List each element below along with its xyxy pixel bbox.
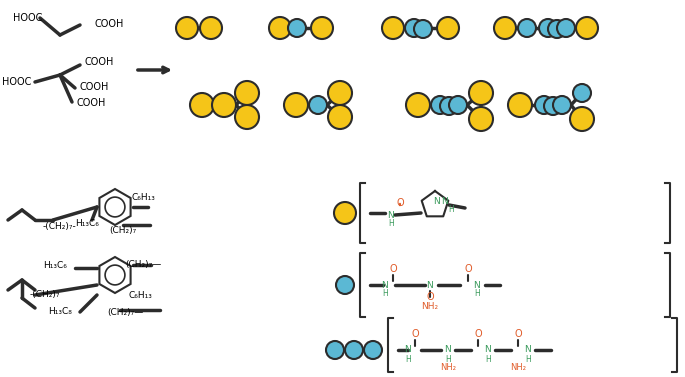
Text: H: H [382, 290, 388, 299]
Circle shape [190, 93, 214, 117]
Circle shape [334, 202, 356, 224]
Circle shape [406, 93, 430, 117]
Text: NH₂: NH₂ [440, 363, 456, 372]
Text: -(CH₂)₇-: -(CH₂)₇- [43, 222, 77, 231]
Circle shape [437, 17, 459, 39]
Text: HOOC: HOOC [13, 13, 42, 23]
Circle shape [557, 19, 575, 37]
Circle shape [553, 96, 571, 114]
Circle shape [535, 96, 553, 114]
Text: COOH: COOH [77, 98, 106, 108]
Circle shape [336, 276, 354, 294]
Text: H: H [485, 354, 491, 363]
Circle shape [328, 105, 352, 129]
Text: COOH: COOH [95, 19, 125, 29]
Text: O: O [474, 329, 482, 339]
Circle shape [326, 341, 344, 359]
Text: H: H [445, 354, 451, 363]
Text: O: O [426, 292, 434, 302]
Text: NH₂: NH₂ [421, 302, 438, 311]
Text: N: N [525, 345, 532, 354]
Text: O: O [514, 329, 522, 339]
Text: N: N [388, 210, 395, 219]
Circle shape [382, 17, 404, 39]
Text: H₁₃C₈: H₁₃C₈ [48, 308, 72, 317]
Circle shape [440, 97, 458, 115]
Text: H: H [448, 205, 454, 215]
Text: H: H [474, 290, 480, 299]
Text: O: O [464, 264, 472, 274]
Circle shape [345, 341, 363, 359]
Circle shape [449, 96, 467, 114]
Circle shape [494, 17, 516, 39]
Circle shape [200, 17, 222, 39]
Text: O: O [389, 264, 397, 274]
Text: (CH₂)₇—: (CH₂)₇— [125, 261, 161, 270]
Text: N: N [442, 198, 449, 207]
Circle shape [518, 19, 536, 37]
Text: H₁₃C₆: H₁₃C₆ [43, 261, 67, 270]
Text: N: N [405, 345, 412, 354]
Circle shape [508, 93, 532, 117]
Circle shape [311, 17, 333, 39]
Text: H: H [388, 219, 394, 227]
Text: H: H [405, 354, 411, 363]
Circle shape [309, 96, 327, 114]
Circle shape [548, 20, 566, 38]
Circle shape [576, 17, 598, 39]
Circle shape [212, 93, 236, 117]
Circle shape [269, 17, 291, 39]
Circle shape [235, 81, 259, 105]
Text: COOH: COOH [80, 82, 110, 92]
Circle shape [573, 84, 591, 102]
Circle shape [414, 20, 432, 38]
Circle shape [469, 81, 493, 105]
Circle shape [235, 105, 259, 129]
Text: C₆H₁₃: C₆H₁₃ [128, 291, 152, 299]
Circle shape [539, 19, 557, 37]
Text: COOH: COOH [85, 57, 114, 67]
Circle shape [570, 107, 594, 131]
Text: N: N [473, 280, 480, 290]
Circle shape [288, 19, 306, 37]
Circle shape [328, 81, 352, 105]
Text: (CH₂)₇—: (CH₂)₇— [107, 308, 143, 317]
Circle shape [284, 93, 308, 117]
Circle shape [431, 96, 449, 114]
Text: N: N [484, 345, 491, 354]
Circle shape [405, 19, 423, 37]
Circle shape [544, 97, 562, 115]
Text: N: N [427, 280, 434, 290]
Text: C₆H₁₃: C₆H₁₃ [131, 193, 155, 201]
Circle shape [364, 341, 382, 359]
Circle shape [469, 107, 493, 131]
Text: (CH₂)₇: (CH₂)₇ [110, 225, 136, 234]
Text: O: O [396, 198, 404, 208]
Text: H: H [525, 354, 531, 363]
Text: N: N [434, 198, 440, 207]
Text: N: N [382, 280, 388, 290]
Text: O: O [411, 329, 419, 339]
Circle shape [176, 17, 198, 39]
Text: HOOC: HOOC [2, 77, 32, 87]
Text: H₁₃C₆: H₁₃C₆ [75, 219, 99, 227]
Text: NH₂: NH₂ [510, 363, 526, 372]
Text: -(CH₂)₇: -(CH₂)₇ [29, 291, 60, 299]
Text: N: N [445, 345, 451, 354]
